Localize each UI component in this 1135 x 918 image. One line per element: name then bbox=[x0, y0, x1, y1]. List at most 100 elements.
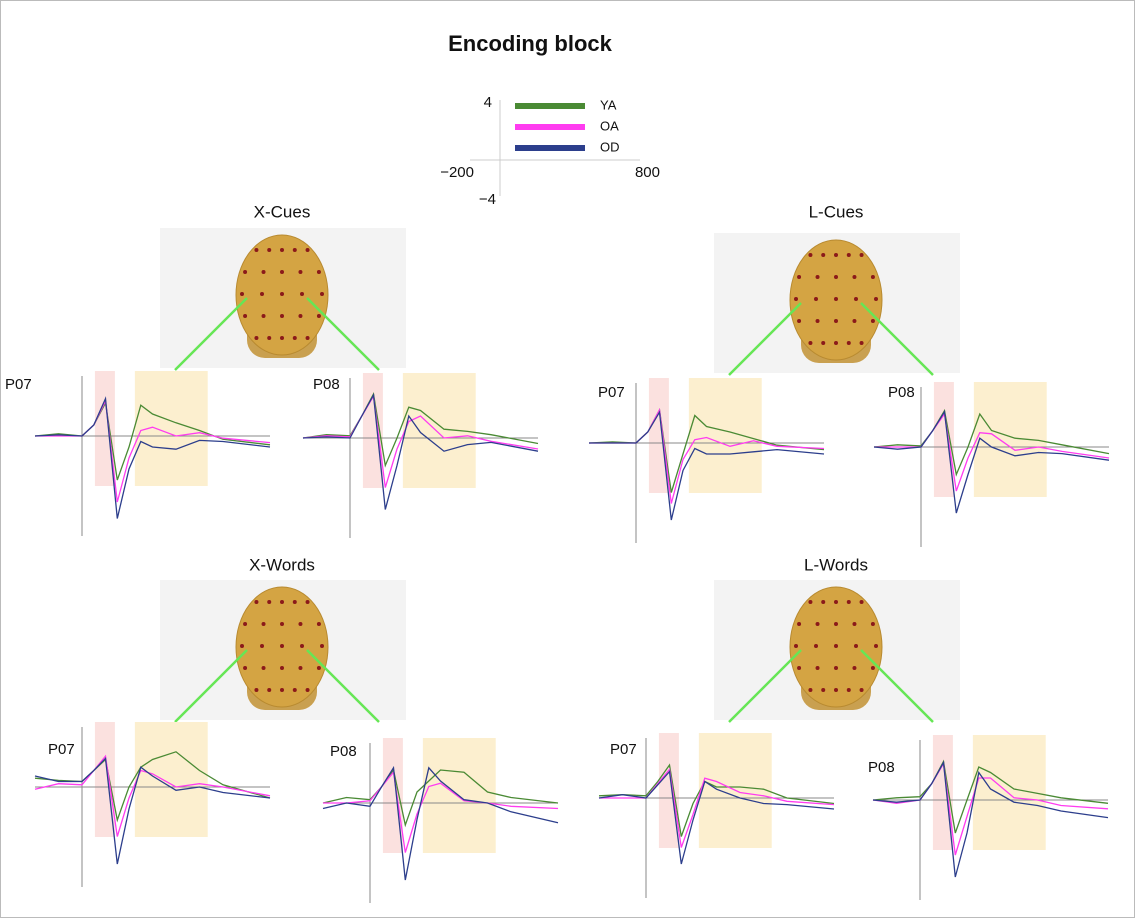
electrode-dot bbox=[814, 297, 818, 301]
electrode-dot bbox=[846, 253, 851, 257]
electrode-dot bbox=[243, 314, 248, 318]
erp-line bbox=[34, 754, 271, 837]
electrode-dot bbox=[815, 275, 820, 279]
electrode-dot bbox=[852, 622, 857, 626]
electrode-dot bbox=[280, 314, 284, 318]
electrode-dot bbox=[846, 688, 851, 692]
electrode-dot bbox=[254, 688, 259, 692]
electrode-dot bbox=[298, 270, 303, 274]
electrode-dot bbox=[280, 336, 284, 340]
connector bbox=[728, 302, 802, 376]
electrode-label: P08 bbox=[888, 384, 915, 401]
electrode-label: P08 bbox=[313, 376, 340, 393]
electrode-dot bbox=[821, 253, 826, 257]
electrode-label: P07 bbox=[598, 384, 625, 401]
electrode-dot bbox=[834, 297, 838, 301]
electrode-dot bbox=[243, 270, 248, 274]
window bbox=[134, 722, 208, 837]
electrode-dot bbox=[298, 314, 303, 318]
erp-line bbox=[34, 756, 271, 865]
electrode-dot bbox=[808, 688, 813, 692]
electrode-dot bbox=[267, 336, 272, 340]
electrode-dot bbox=[846, 600, 851, 604]
electrode-dot bbox=[298, 666, 303, 670]
scale-label: −4 bbox=[479, 191, 496, 208]
erp-line bbox=[589, 410, 825, 521]
scale-label: 800 bbox=[635, 164, 660, 181]
electrode-dot bbox=[834, 644, 838, 648]
electrode-dot bbox=[846, 341, 851, 345]
connector bbox=[728, 649, 802, 723]
window bbox=[382, 738, 403, 853]
erp-line bbox=[302, 392, 539, 510]
electrode-dot bbox=[854, 644, 858, 648]
electrode-dot bbox=[261, 622, 266, 626]
window bbox=[94, 722, 115, 837]
legend-label: YA bbox=[600, 97, 617, 112]
legend-label: OD bbox=[600, 139, 620, 154]
electrode-dot bbox=[834, 275, 838, 279]
electrode-dot bbox=[797, 319, 802, 323]
erp-line bbox=[872, 760, 1109, 878]
electrode-dot bbox=[292, 248, 297, 252]
electrode-dot bbox=[292, 336, 297, 340]
electrode-dot bbox=[280, 600, 284, 604]
electrode-dot bbox=[280, 248, 284, 252]
electrode-dot bbox=[300, 292, 304, 296]
electrode-dot bbox=[815, 319, 820, 323]
electrode-dot bbox=[854, 297, 858, 301]
electrode-dot bbox=[280, 644, 284, 648]
electrode-label: P07 bbox=[610, 741, 637, 758]
electrode-dot bbox=[305, 600, 310, 604]
electrode-dot bbox=[815, 666, 820, 670]
electrode-dot bbox=[870, 666, 875, 670]
legend-label: OA bbox=[600, 118, 619, 133]
window bbox=[94, 371, 115, 486]
electrode-dot bbox=[834, 319, 838, 323]
electrode-dot bbox=[794, 297, 798, 301]
connector bbox=[306, 649, 380, 723]
electrode-label: P07 bbox=[48, 741, 75, 758]
electrode-label: P08 bbox=[330, 743, 357, 760]
panel-title: X-Cues bbox=[254, 202, 311, 221]
electrode-dot bbox=[292, 688, 297, 692]
electrode-dot bbox=[240, 292, 244, 296]
electrode-dot bbox=[260, 292, 264, 296]
electrode-dot bbox=[260, 644, 264, 648]
electrode-dot bbox=[834, 622, 838, 626]
electrode-dot bbox=[852, 666, 857, 670]
window bbox=[933, 382, 954, 497]
electrode-dot bbox=[797, 622, 802, 626]
panel-title: L-Cues bbox=[809, 202, 864, 221]
figure-title: Encoding block bbox=[448, 31, 613, 56]
electrode-dot bbox=[243, 666, 248, 670]
connector bbox=[860, 649, 934, 723]
electrode-dot bbox=[821, 341, 826, 345]
electrode-dot bbox=[320, 292, 324, 296]
electrode-dot bbox=[298, 622, 303, 626]
electrode-dot bbox=[834, 666, 838, 670]
electrode-dot bbox=[834, 688, 838, 692]
electrode-dot bbox=[254, 248, 259, 252]
electrode-dot bbox=[859, 600, 864, 604]
electrode-dot bbox=[292, 600, 297, 604]
electrode-dot bbox=[834, 341, 838, 345]
electrode-dot bbox=[305, 336, 310, 340]
connector bbox=[174, 649, 248, 723]
electrode-dot bbox=[797, 666, 802, 670]
window bbox=[688, 378, 762, 493]
electrode-dot bbox=[280, 270, 284, 274]
electrode-dot bbox=[859, 688, 864, 692]
electrode-dot bbox=[870, 319, 875, 323]
electrode-dot bbox=[821, 688, 826, 692]
electrode-dot bbox=[874, 297, 878, 301]
electrode-label: P07 bbox=[5, 376, 32, 393]
electrode-dot bbox=[870, 275, 875, 279]
electrode-dot bbox=[859, 341, 864, 345]
electrode-dot bbox=[870, 622, 875, 626]
connector bbox=[174, 297, 248, 371]
window bbox=[362, 373, 383, 488]
electrode-dot bbox=[821, 600, 826, 604]
electrode-dot bbox=[797, 275, 802, 279]
